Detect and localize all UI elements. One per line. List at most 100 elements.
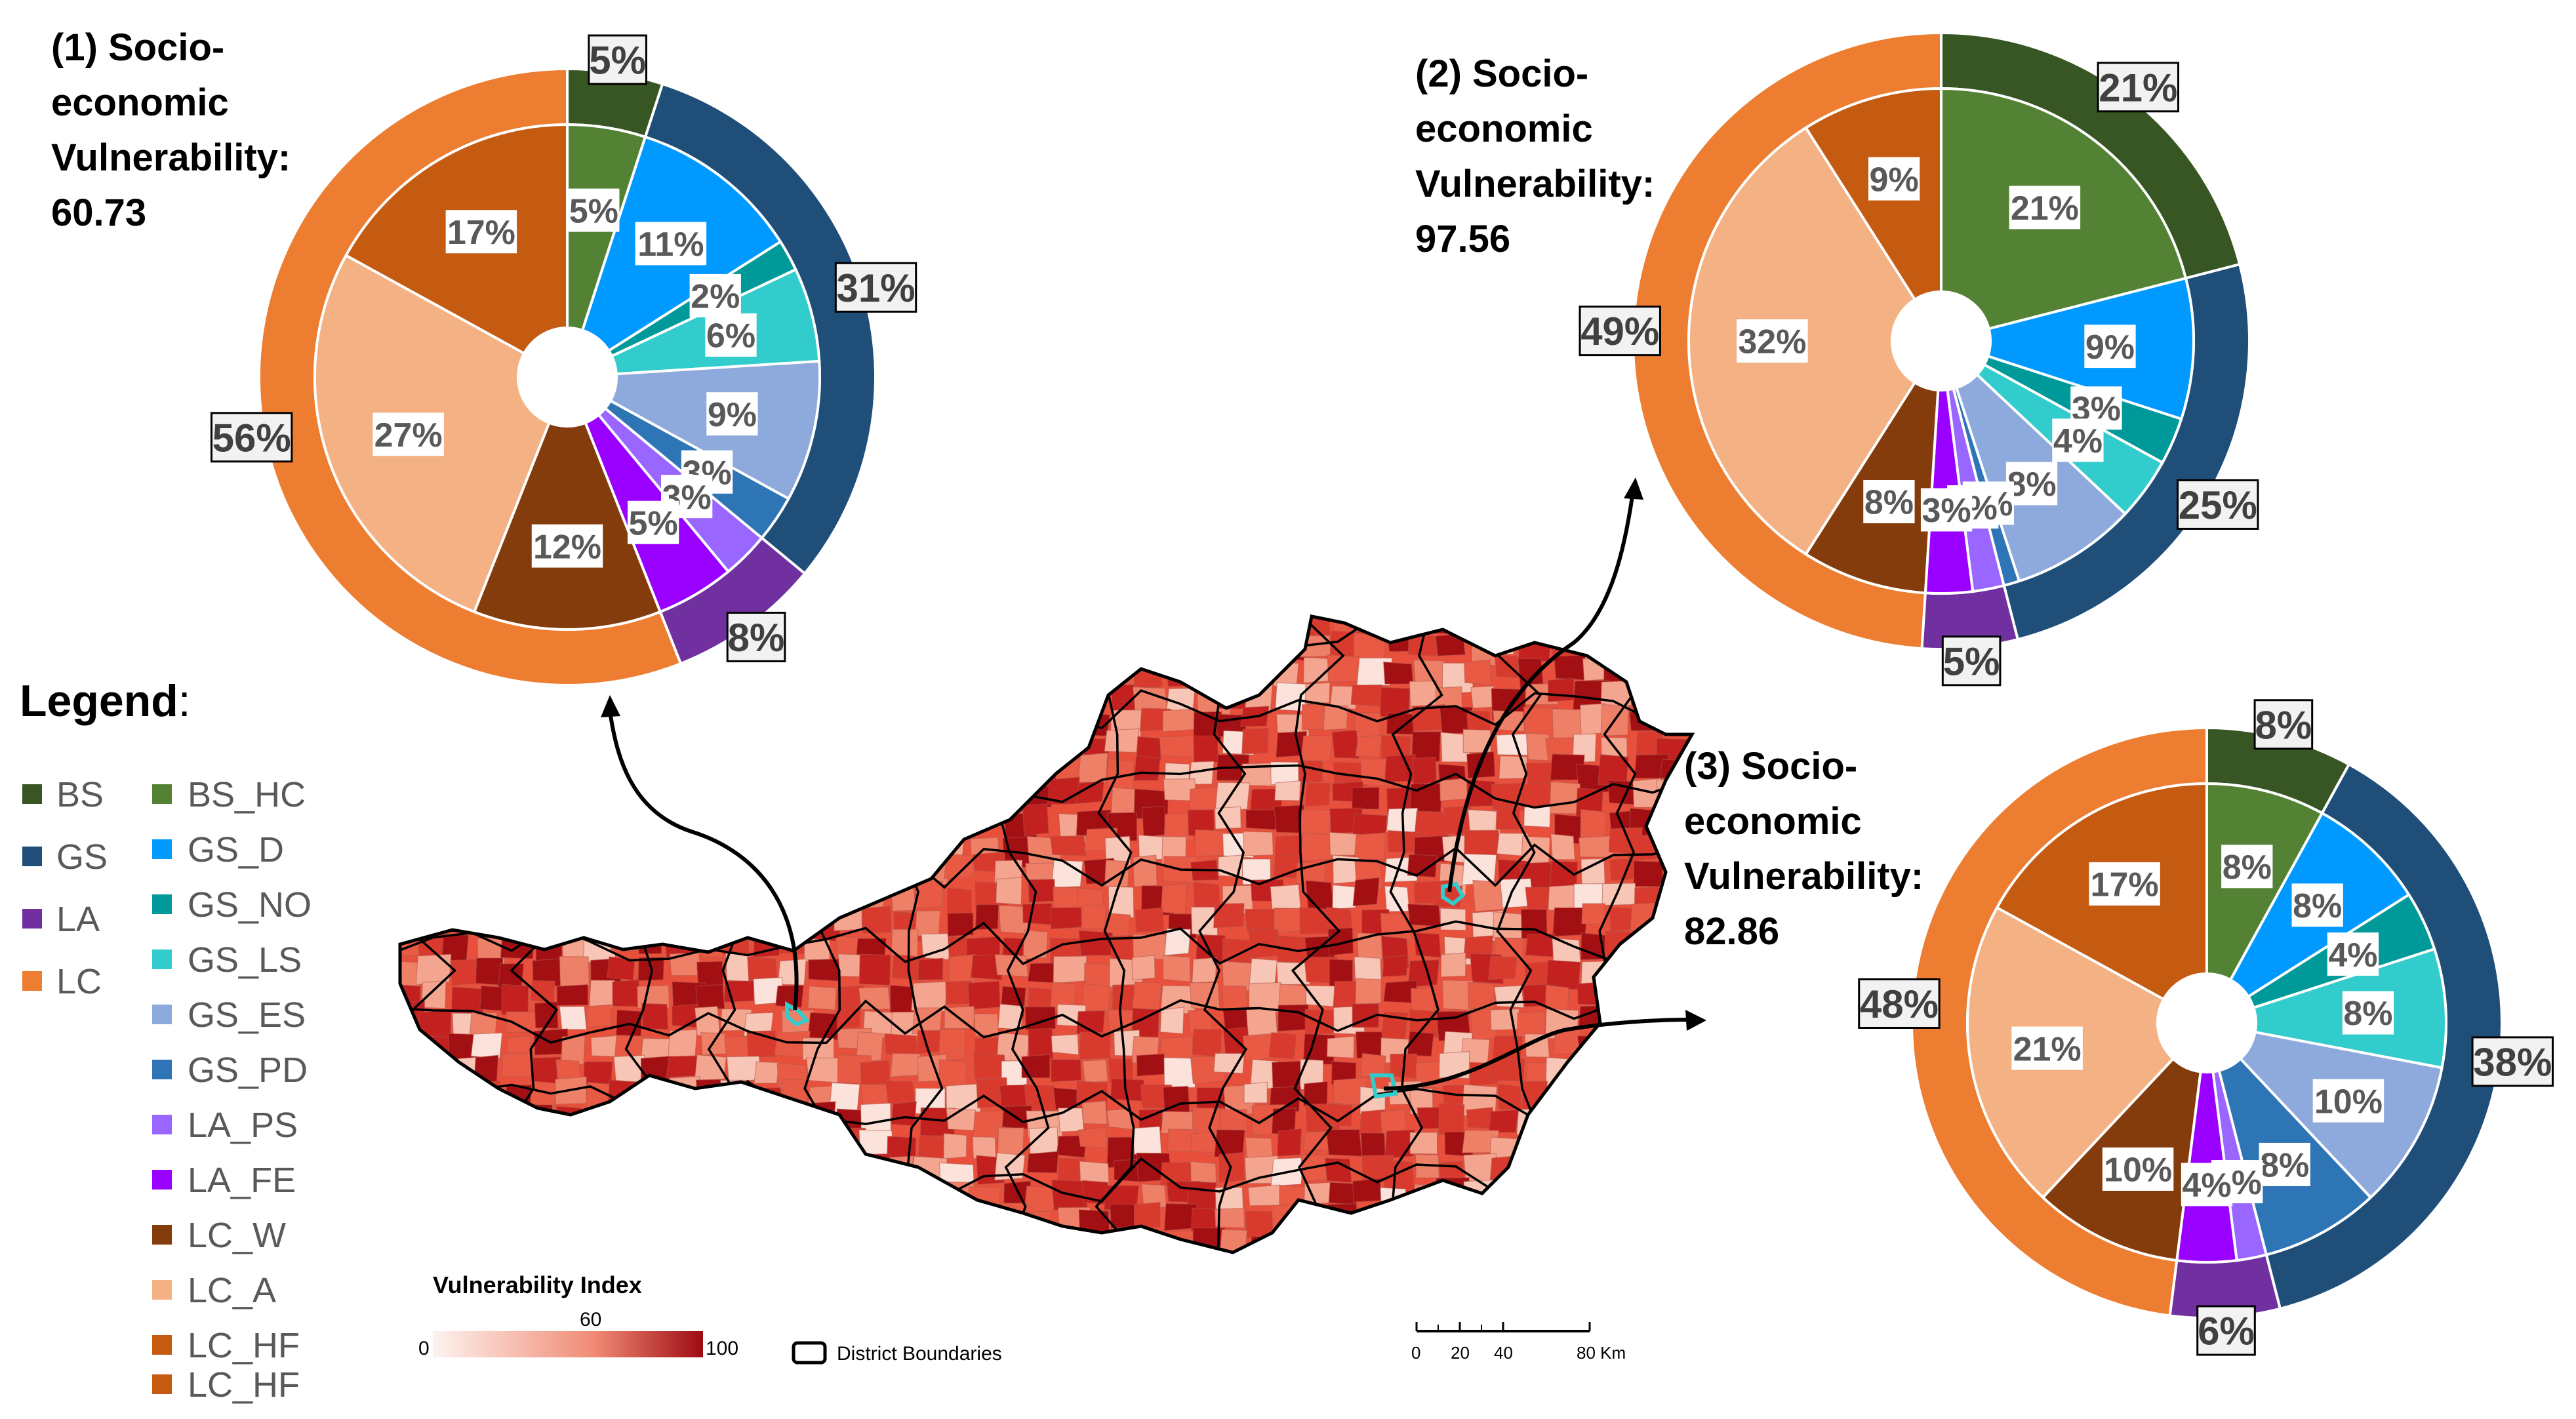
municipality-cell	[854, 659, 891, 683]
municipality-cell	[1024, 1257, 1054, 1284]
municipality-cell	[885, 1081, 916, 1105]
municipality-cell	[668, 906, 698, 930]
municipality-cell	[644, 888, 670, 913]
municipality-cell	[641, 1111, 669, 1134]
district-boundaries-legend: District Boundaries	[792, 1341, 1002, 1365]
municipality-cell	[1407, 904, 1441, 927]
municipality-cell	[831, 616, 858, 636]
legend-label-la-fe: LA_FE	[188, 1161, 296, 1200]
municipality-cell	[1331, 730, 1359, 759]
municipality-cell	[1077, 1235, 1106, 1252]
municipality-cell	[835, 833, 864, 858]
austria-vulnerability-map	[367, 590, 1731, 1292]
municipality-cell	[1050, 1059, 1082, 1083]
municipality-cell	[972, 803, 1009, 824]
municipality-cell	[645, 681, 670, 709]
municipality-cell	[663, 1186, 691, 1214]
municipality-cell	[967, 778, 996, 811]
municipality-cell	[666, 1055, 699, 1078]
municipality-cell	[1049, 835, 1087, 856]
municipality-cell	[1660, 616, 1692, 637]
municipality-cell	[1580, 809, 1607, 839]
municipality-cell	[1683, 687, 1692, 715]
municipality-cell	[400, 688, 418, 715]
municipality-cell	[694, 689, 727, 723]
municipality-cell	[1633, 860, 1663, 887]
municipality-cell	[1055, 1256, 1079, 1285]
pie-3-inner-label-lc-a-box	[2011, 1026, 2083, 1070]
municipality-cell	[641, 1003, 669, 1030]
municipality-cell	[584, 1161, 613, 1189]
municipality-cell	[1020, 682, 1047, 709]
municipality-cell	[722, 1100, 759, 1133]
municipality-cell	[1683, 1127, 1692, 1148]
municipality-cell	[417, 1204, 453, 1235]
municipality-cell	[586, 780, 618, 806]
municipality-cell	[673, 859, 704, 888]
municipality-cell	[1051, 860, 1083, 889]
municipality-cell	[445, 1056, 477, 1080]
municipality-cell	[1167, 616, 1201, 637]
municipality-cell	[1637, 1162, 1665, 1189]
municipality-cell	[420, 686, 449, 715]
municipality-cell	[1634, 683, 1659, 713]
municipality-cell	[1495, 1185, 1525, 1209]
municipality-cell	[807, 616, 832, 647]
arrow-to-chart-2	[1447, 491, 1635, 892]
chart-3-title-line-4: 82.86	[1684, 910, 1779, 953]
connector-arrows	[608, 491, 1693, 1090]
pie-3-inner-label-gs-d: 8%	[2293, 887, 2342, 925]
municipality-cell	[582, 831, 618, 858]
study-district-3-highlight	[1369, 1073, 1398, 1099]
pie-1-center-hole	[518, 328, 616, 426]
district-boundary-line	[400, 1079, 1692, 1127]
municipality-cell	[423, 707, 456, 739]
municipality-cell	[1630, 656, 1657, 683]
municipality-cell	[1083, 637, 1114, 665]
municipality-cell	[471, 779, 506, 805]
municipality-cell	[1219, 1262, 1251, 1292]
municipality-cell	[1519, 1258, 1546, 1279]
municipality-cell	[1578, 1135, 1611, 1163]
municipality-cell	[1357, 1233, 1383, 1252]
municipality-cell	[1109, 1261, 1137, 1285]
municipality-cell	[445, 733, 477, 763]
pie-2-inner-label-gs-ls-box	[2052, 418, 2104, 462]
municipality-cell	[443, 884, 470, 917]
pie-1-inner-label-la-fe-box	[627, 500, 679, 544]
municipality-cell	[1028, 879, 1056, 903]
municipality-cell	[1415, 1251, 1445, 1252]
municipality-cell	[885, 631, 915, 656]
municipality-cell	[418, 1179, 449, 1209]
pie-1-outer-label-la-box	[726, 611, 786, 662]
pie-2-inner-label-gs-es-box	[2005, 462, 2058, 506]
municipality-cell	[1657, 1104, 1689, 1138]
pie-3-inner-label-gs-no: 4%	[2328, 936, 2377, 974]
municipality-cell	[1518, 1137, 1550, 1168]
municipality-cell	[534, 1231, 561, 1252]
district-boundary-line	[1389, 616, 1443, 1252]
pie-3-inner-label-gs-es: 10%	[2314, 1083, 2383, 1121]
municipality-cell	[1213, 903, 1245, 929]
pie-2-outer-label-lc: 49%	[1580, 310, 1659, 353]
municipality-cell	[1491, 1205, 1523, 1236]
district-boundary-line	[507, 616, 559, 1252]
municipality-cell	[810, 711, 843, 742]
municipality-cell	[1635, 1102, 1663, 1130]
municipality-cell	[919, 1201, 948, 1223]
municipality-cell	[1132, 1126, 1162, 1155]
municipality-cell	[1382, 661, 1414, 685]
pie-1-outer-label-gs: 31%	[836, 266, 915, 310]
municipality-cell	[947, 912, 974, 937]
municipality-cell	[1001, 686, 1034, 710]
pie-2-outer-label-lc-box	[1579, 306, 1661, 357]
municipality-cell	[807, 682, 843, 717]
municipality-cell	[1496, 733, 1528, 756]
municipality-cell	[498, 1231, 535, 1252]
legend-swatch-lc-a	[152, 1280, 172, 1300]
pie-1-inner-label-gs-d-box	[635, 222, 707, 266]
municipality-cell	[1636, 932, 1666, 960]
municipality-cell	[1630, 1261, 1660, 1287]
municipality-cell	[1162, 708, 1195, 732]
